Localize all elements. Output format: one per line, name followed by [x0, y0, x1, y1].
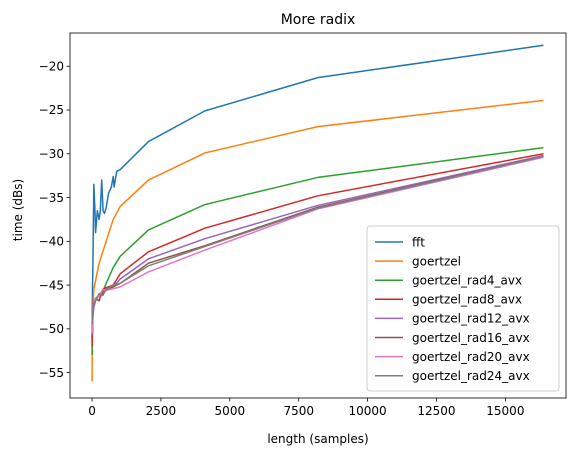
legend-label-goertzel_rad12_avx: goertzel_rad12_avx: [412, 312, 530, 326]
legend: fft goertzel goertzel_rad4_avx goertzel_rad…: [366, 225, 560, 392]
x-tick-label: 10000: [349, 404, 387, 418]
legend-label-goertzel: goertzel: [412, 254, 461, 268]
legend-label-goertzel_rad8_avx: goertzel_rad8_avx: [412, 293, 522, 307]
y-tick-label: −55: [39, 366, 64, 380]
legend-label-fft: fft: [412, 235, 425, 249]
series-line-fft: [91, 44, 544, 342]
x-tick-label: 7500: [283, 404, 314, 418]
y-tick-label: −50: [39, 322, 64, 336]
legend-box: [366, 225, 560, 392]
x-tick-label: 15000: [486, 404, 524, 418]
y-tick-label: −40: [39, 235, 64, 249]
x-tick-label: 2500: [146, 404, 177, 418]
chart-title: More radix: [281, 12, 356, 28]
series-line-goertzel_rad24_avx: [91, 155, 544, 325]
legend-label-goertzel_rad16_avx: goertzel_rad16_avx: [412, 331, 530, 345]
legend-label-goertzel_rad4_avx: goertzel_rad4_avx: [412, 274, 522, 288]
x-axis-label: length (samples): [267, 432, 368, 446]
x-tick-label: 12500: [417, 404, 455, 418]
x-tick-label: 5000: [215, 404, 246, 418]
y-tick-label: −35: [39, 191, 64, 205]
y-axis-label: time (dBs): [11, 179, 25, 241]
x-tick-label: 0: [88, 404, 96, 418]
y-tick-label: −30: [39, 147, 64, 161]
legend-label-goertzel_rad20_avx: goertzel_rad20_avx: [412, 350, 530, 364]
y-tick-label: −20: [39, 59, 64, 73]
plot-area: 0 2500 5000 7500 10000 12500 15000 −55 −50 −45 −40…: [39, 32, 567, 418]
y-tick-label: −45: [39, 278, 64, 292]
y-tick-label: −25: [39, 103, 64, 117]
legend-label-goertzel_rad24_avx: goertzel_rad24_avx: [412, 369, 530, 383]
axes-frame: [69, 32, 567, 399]
